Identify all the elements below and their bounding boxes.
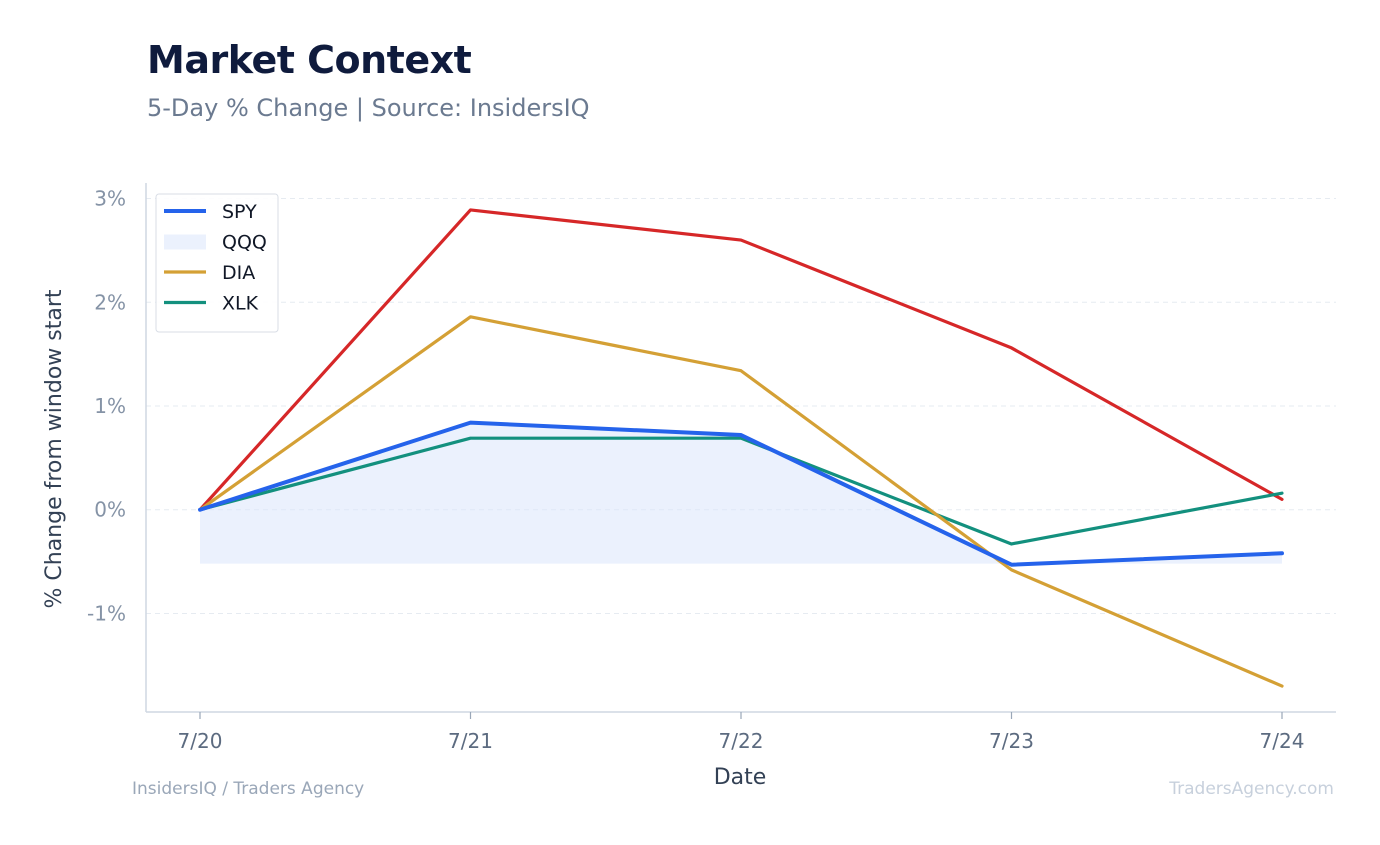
chart-title: Market Context	[147, 38, 472, 82]
y-tick-label: 2%	[94, 290, 126, 314]
series-line-xlk	[198, 436, 1284, 546]
series-area-qqq	[200, 422, 1282, 565]
series-line-spy	[198, 420, 1284, 567]
y-tick-label: 3%	[94, 187, 126, 211]
series-line-unlabeled	[198, 208, 1284, 512]
y-tick-label: 0%	[94, 498, 126, 522]
legend-label-xlk: XLK	[222, 293, 259, 315]
grid-lines	[146, 198, 1336, 614]
x-tick-label: 7/20	[178, 729, 223, 753]
x-tick-label: 7/23	[989, 729, 1034, 753]
legend-swatch-qqq	[164, 234, 206, 250]
series-line-dia	[198, 315, 1284, 688]
legend-label-spy: SPY	[222, 201, 257, 223]
chart-subtitle: 5-Day % Change | Source: InsidersIQ	[147, 94, 590, 122]
x-tick-label: 7/22	[719, 729, 764, 753]
x-tick-label: 7/24	[1260, 729, 1305, 753]
x-axis-label: Date	[714, 765, 767, 790]
x-tick-label: 7/21	[448, 729, 493, 753]
y-tick-label: -1%	[87, 601, 126, 625]
y-tick-label: 1%	[94, 394, 126, 418]
y-axis-label: % Change from window start	[42, 289, 67, 608]
footer-credit: InsidersIQ / Traders Agency	[132, 779, 365, 799]
axes: -1% 0% 1% 2% 3% 7/20 7/21 7/22 7/23 7/24	[87, 183, 1336, 753]
area-layer	[200, 422, 1282, 565]
legend-label-qqq: QQQ	[222, 232, 267, 254]
legend-label-dia: DIA	[222, 262, 255, 284]
legend-box	[155, 193, 279, 333]
series-lines	[198, 208, 1284, 688]
legend: SPY QQQ DIA XLK	[155, 193, 279, 333]
footer-website: TradersAgency.com	[1169, 779, 1334, 799]
